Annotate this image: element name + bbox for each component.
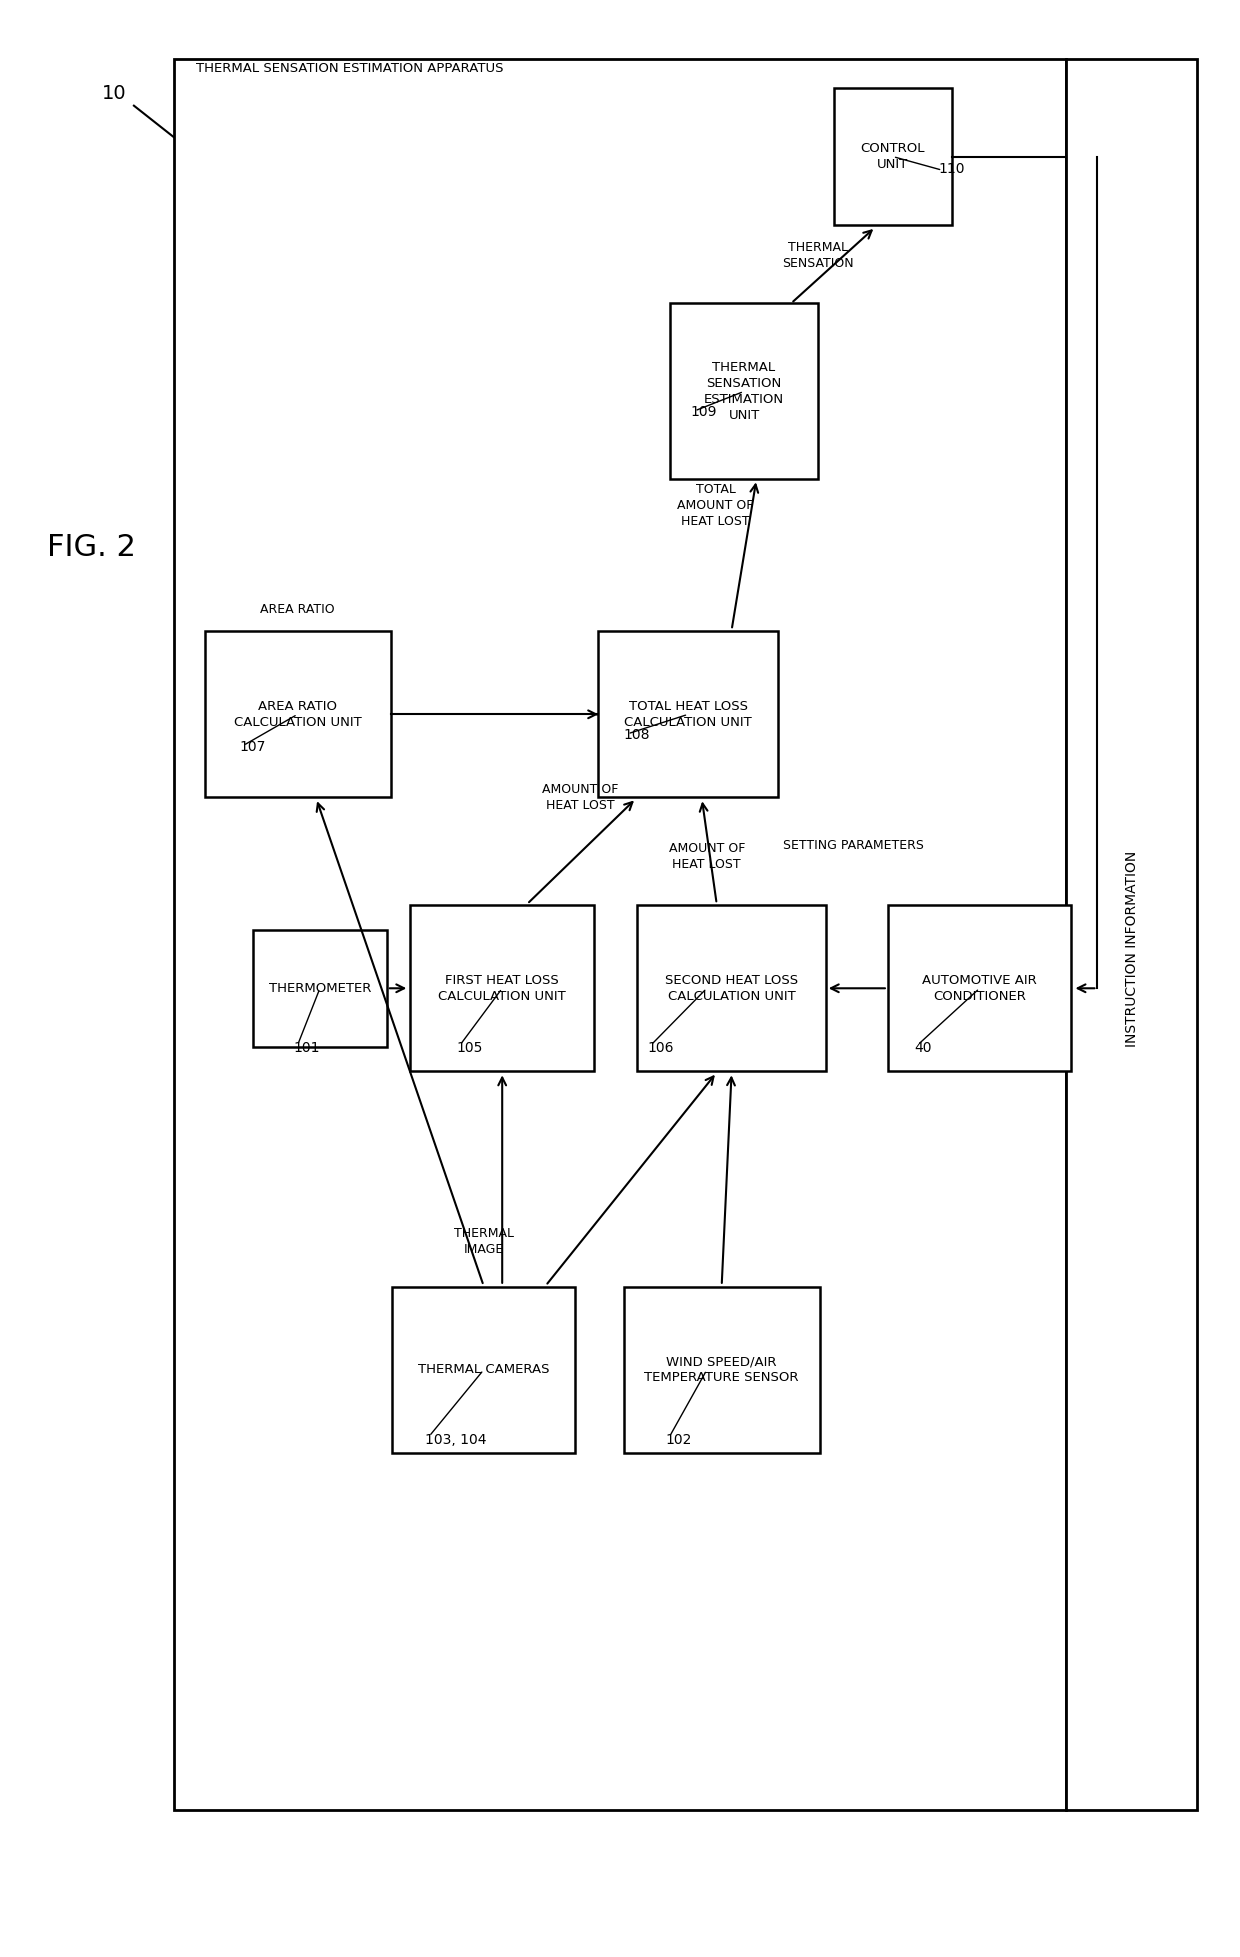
FancyBboxPatch shape: [599, 630, 779, 798]
Text: WIND SPEED/AIR
TEMPERATURE SENSOR: WIND SPEED/AIR TEMPERATURE SENSOR: [645, 1356, 799, 1384]
FancyBboxPatch shape: [833, 88, 952, 225]
Text: AMOUNT OF
HEAT LOST: AMOUNT OF HEAT LOST: [668, 842, 745, 871]
Text: TOTAL
AMOUNT OF
HEAT LOST: TOTAL AMOUNT OF HEAT LOST: [677, 483, 754, 528]
Text: 106: 106: [647, 1041, 673, 1055]
FancyBboxPatch shape: [392, 1288, 575, 1452]
Text: CONTROL
UNIT: CONTROL UNIT: [861, 143, 925, 170]
Text: 108: 108: [624, 728, 650, 742]
Text: INSTRUCTION INFORMATION: INSTRUCTION INFORMATION: [1125, 851, 1138, 1047]
FancyBboxPatch shape: [205, 630, 391, 798]
Text: AREA RATIO
CALCULATION UNIT: AREA RATIO CALCULATION UNIT: [233, 701, 362, 728]
Text: 103, 104: 103, 104: [425, 1433, 487, 1446]
Text: AREA RATIO: AREA RATIO: [260, 603, 335, 616]
Text: THERMOMETER: THERMOMETER: [269, 982, 371, 994]
Text: FIRST HEAT LOSS
CALCULATION UNIT: FIRST HEAT LOSS CALCULATION UNIT: [438, 975, 567, 1002]
Text: 107: 107: [239, 740, 265, 753]
Text: 110: 110: [939, 162, 965, 176]
FancyBboxPatch shape: [888, 904, 1071, 1072]
Text: AMOUNT OF
HEAT LOST: AMOUNT OF HEAT LOST: [542, 783, 619, 812]
FancyBboxPatch shape: [253, 930, 387, 1047]
Text: THERMAL
SENSATION: THERMAL SENSATION: [782, 241, 854, 270]
Text: 105: 105: [456, 1041, 482, 1055]
Text: 101: 101: [294, 1041, 320, 1055]
FancyBboxPatch shape: [637, 904, 826, 1072]
FancyBboxPatch shape: [174, 59, 1066, 1810]
Text: 102: 102: [666, 1433, 692, 1446]
FancyBboxPatch shape: [410, 904, 594, 1072]
Text: TOTAL HEAT LOSS
CALCULATION UNIT: TOTAL HEAT LOSS CALCULATION UNIT: [624, 701, 753, 728]
FancyBboxPatch shape: [1066, 59, 1197, 1810]
Text: THERMAL CAMERAS: THERMAL CAMERAS: [418, 1364, 549, 1376]
Text: 109: 109: [691, 405, 717, 419]
Text: THERMAL SENSATION ESTIMATION APPARATUS: THERMAL SENSATION ESTIMATION APPARATUS: [196, 63, 503, 74]
Text: 40: 40: [914, 1041, 931, 1055]
Text: 10: 10: [102, 84, 126, 104]
Text: FIG. 2: FIG. 2: [47, 534, 136, 562]
Text: AUTOMOTIVE AIR
CONDITIONER: AUTOMOTIVE AIR CONDITIONER: [923, 975, 1037, 1002]
Text: THERMAL
IMAGE: THERMAL IMAGE: [454, 1227, 513, 1256]
Text: THERMAL
SENSATION
ESTIMATION
UNIT: THERMAL SENSATION ESTIMATION UNIT: [704, 360, 784, 423]
FancyBboxPatch shape: [670, 303, 818, 479]
Text: SETTING PARAMETERS: SETTING PARAMETERS: [782, 840, 924, 851]
Text: SECOND HEAT LOSS
CALCULATION UNIT: SECOND HEAT LOSS CALCULATION UNIT: [665, 975, 799, 1002]
FancyBboxPatch shape: [624, 1288, 820, 1452]
